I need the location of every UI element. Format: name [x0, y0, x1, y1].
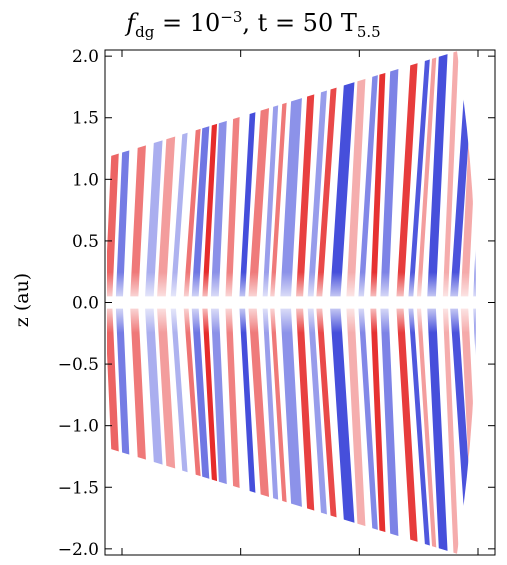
chart-title: fdg = 10−3, t = 50 T5.5 [0, 8, 507, 41]
y-tick-label: −1.0 [58, 417, 99, 437]
title-f-symbol: f [126, 9, 136, 37]
title-f-sub: dg [135, 22, 155, 41]
y-tick-label: −0.5 [58, 355, 99, 375]
y-tick-label: 0.0 [72, 294, 99, 314]
y-tick-label: 2.0 [72, 47, 99, 67]
midplane-band [107, 51, 476, 554]
y-axis-ticks: 2.0 1.5 1.0 0.5 0.0 −0.5 −1.0 −1.5 −2.0 [58, 47, 495, 560]
title-t-part: , t = 50 T [242, 9, 357, 37]
y-tick-label: 0.5 [72, 232, 99, 252]
y-tick-label: −2.0 [58, 540, 99, 560]
y-tick-label: 1.5 [72, 109, 99, 129]
title-f-eq: = 10 [154, 9, 221, 37]
x-axis-ticks [121, 50, 479, 555]
title-t-sub: 5.5 [356, 22, 381, 41]
y-tick-label: −1.5 [58, 478, 99, 498]
title-f-exp: −3 [220, 8, 243, 26]
y-tick-label: 1.0 [72, 170, 99, 190]
